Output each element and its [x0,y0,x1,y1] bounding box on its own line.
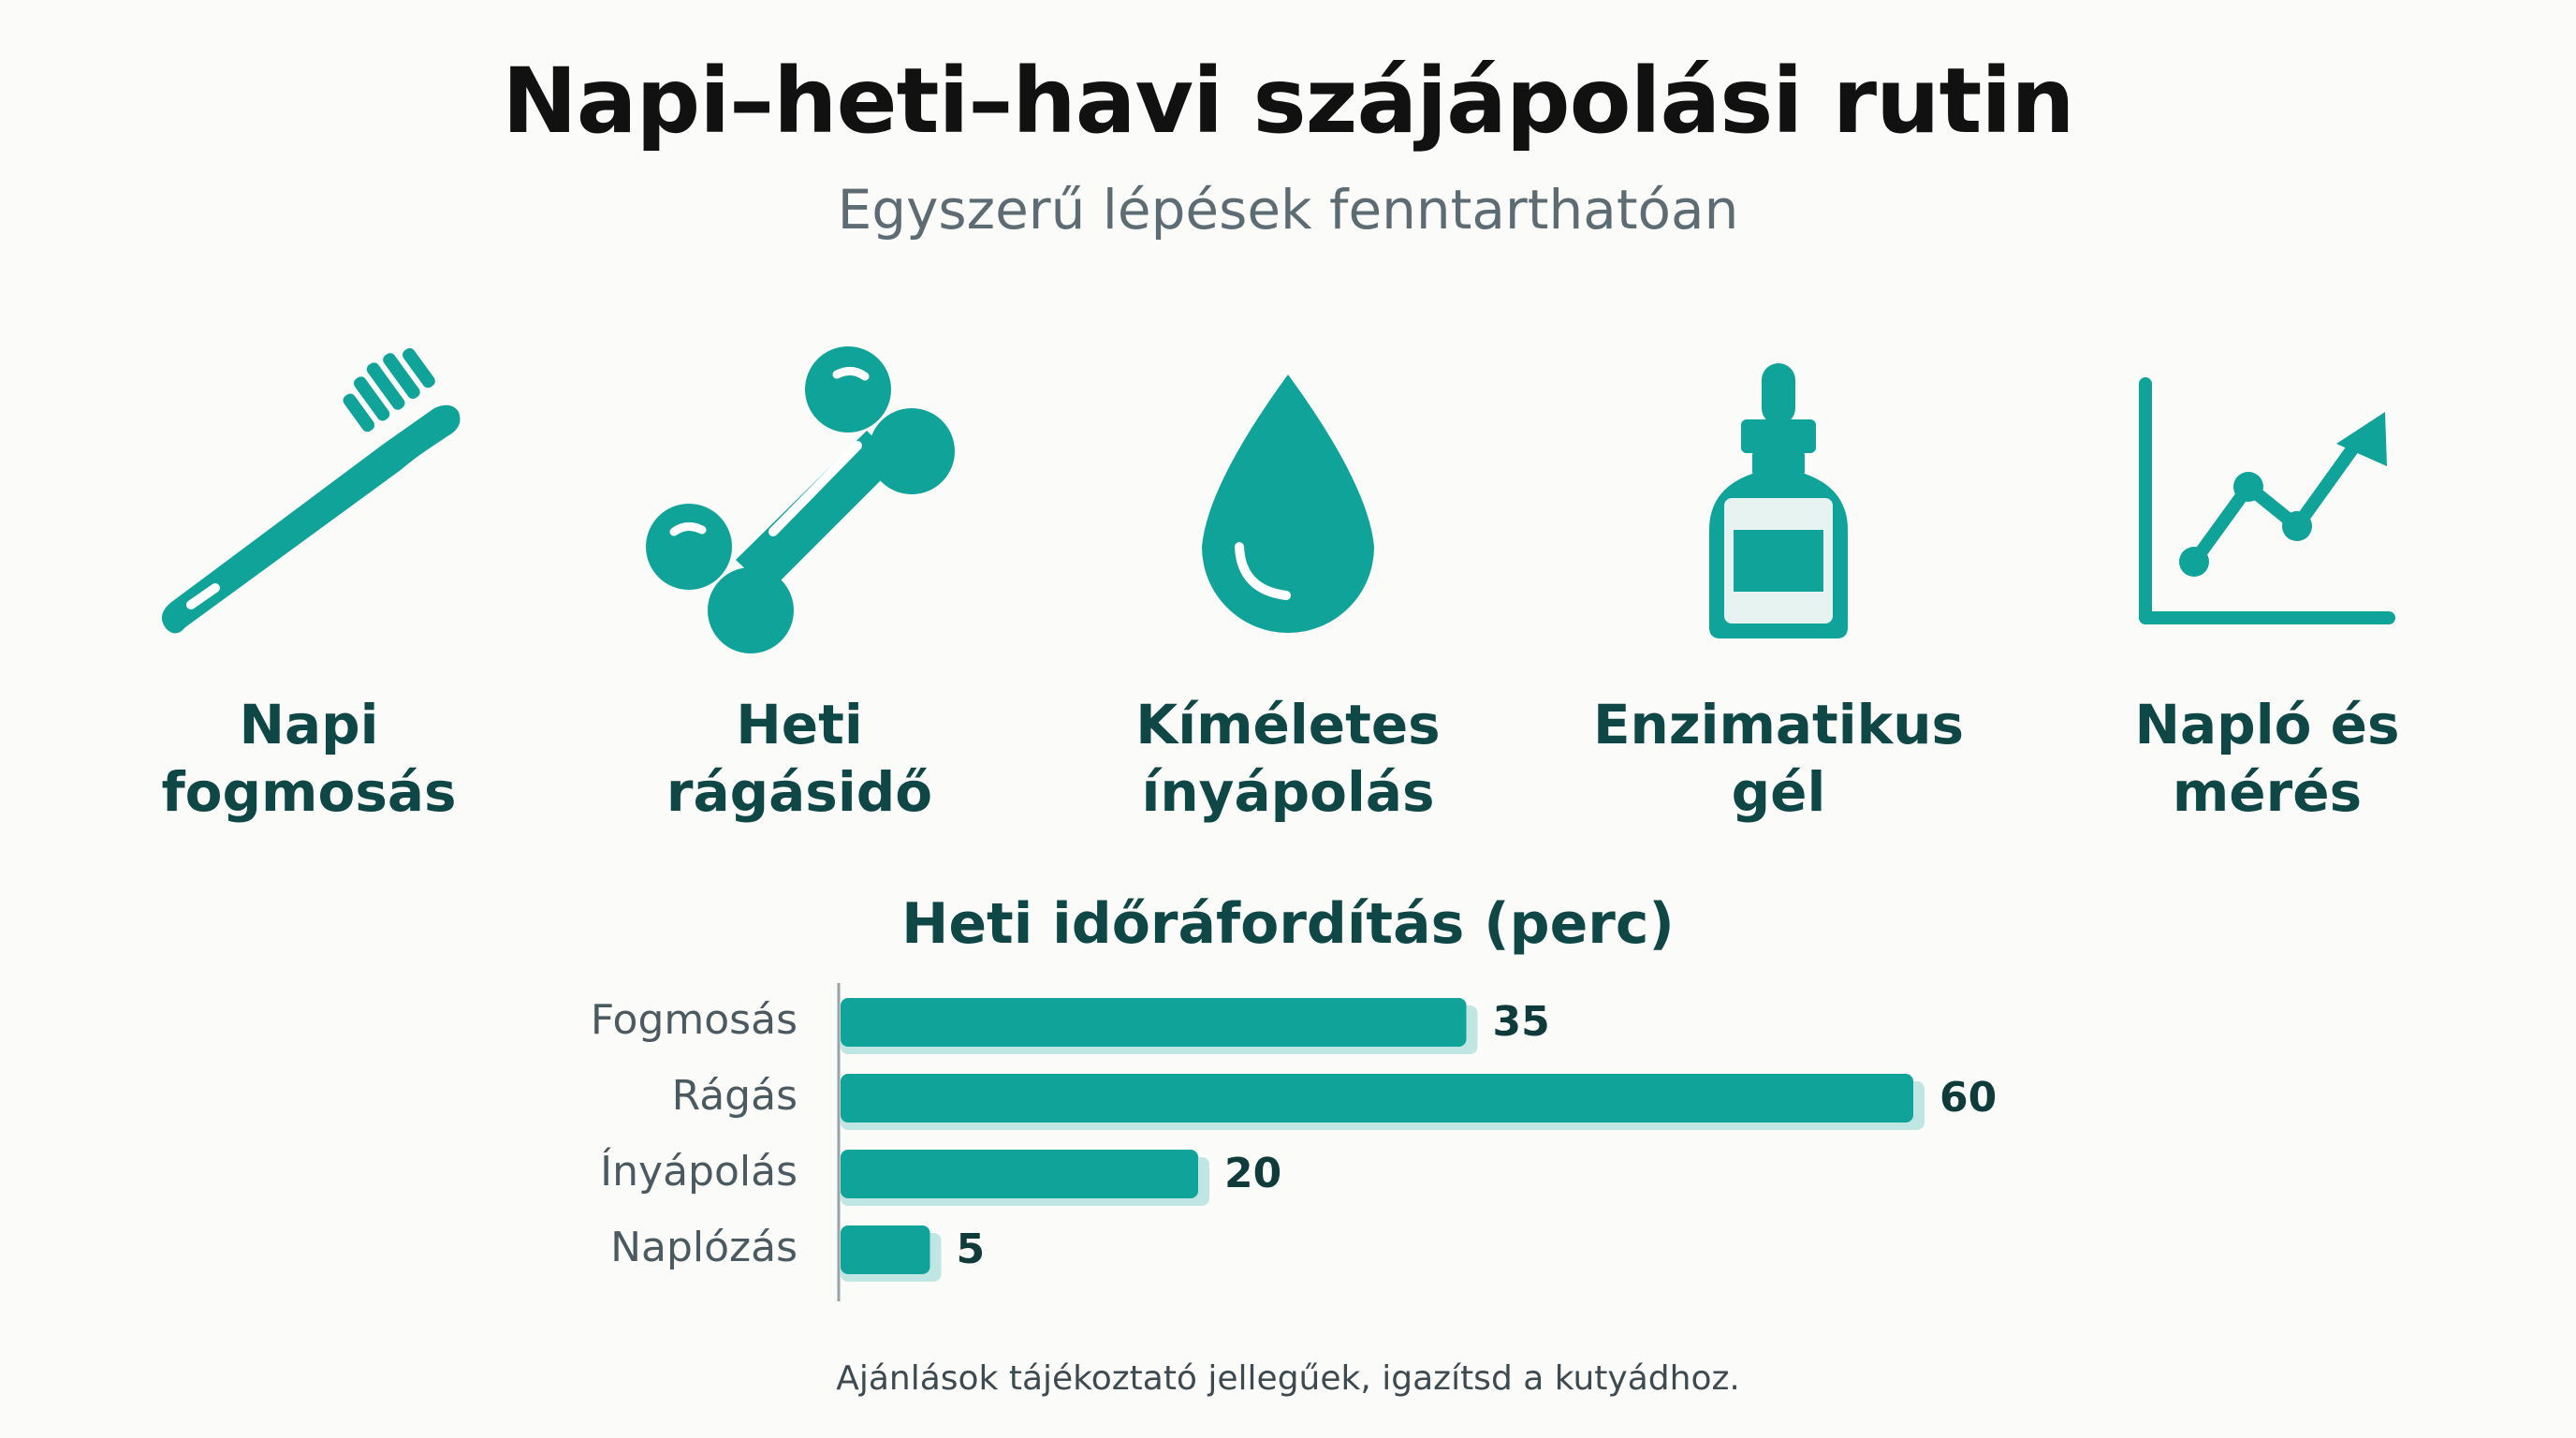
trend-chart-icon [2139,377,2395,624]
bar-3 [841,1225,930,1274]
water-drop-icon [1202,374,1374,633]
toothbrush-icon [161,347,461,634]
icon-card-log: Napló és mérés [2024,346,2510,826]
value-label: 60 [1939,1074,1997,1122]
icon-label-toothbrush: Napi fogmosás [161,693,457,824]
category-label: Rágás [672,1072,798,1120]
icon-card-bone: Heti rágásidő [556,346,1043,826]
category-label: Fogmosás [591,996,798,1044]
bar-2 [841,1150,1198,1198]
icon-label-bone: Heti rágásidő [666,693,933,824]
page-title: Napi–heti–havi szájápolási rutin [502,49,2074,154]
value-label: 20 [1224,1150,1281,1197]
bone-icon [646,346,955,653]
icon-card-drop: Kíméletes ínyápolás [1045,346,1531,826]
dropper-bottle-icon [1709,363,1848,638]
icon-label-drop: Kíméletes ínyápolás [1135,693,1441,824]
value-label: 35 [1493,998,1550,1046]
bar-0 [841,998,1467,1047]
category-label: Ínyápolás [600,1146,798,1196]
icon-label-log: Napló és mérés [2134,693,2400,824]
category-label: Naplózás [610,1224,798,1271]
icon-label-gel: Enzimatikus gél [1592,693,1965,824]
value-label: 5 [957,1225,986,1273]
footnote: Ajánlások tájékoztató jellegűek, igazíts… [836,1359,1740,1398]
bar-1 [841,1074,1913,1123]
page-subtitle: Egyszerű lépések fenntarthatóan [837,178,1739,242]
bar-chart: Fogmosás 35 Rágás 60 Ínyápolás 20 Naplózás 5 [591,983,1997,1301]
icon-card-gel: Enzimatikus gél [1535,346,2022,826]
chart-title: Heti időráfordítás (perc) [901,891,1675,957]
icon-card-toothbrush: Napi fogmosás [66,346,552,826]
